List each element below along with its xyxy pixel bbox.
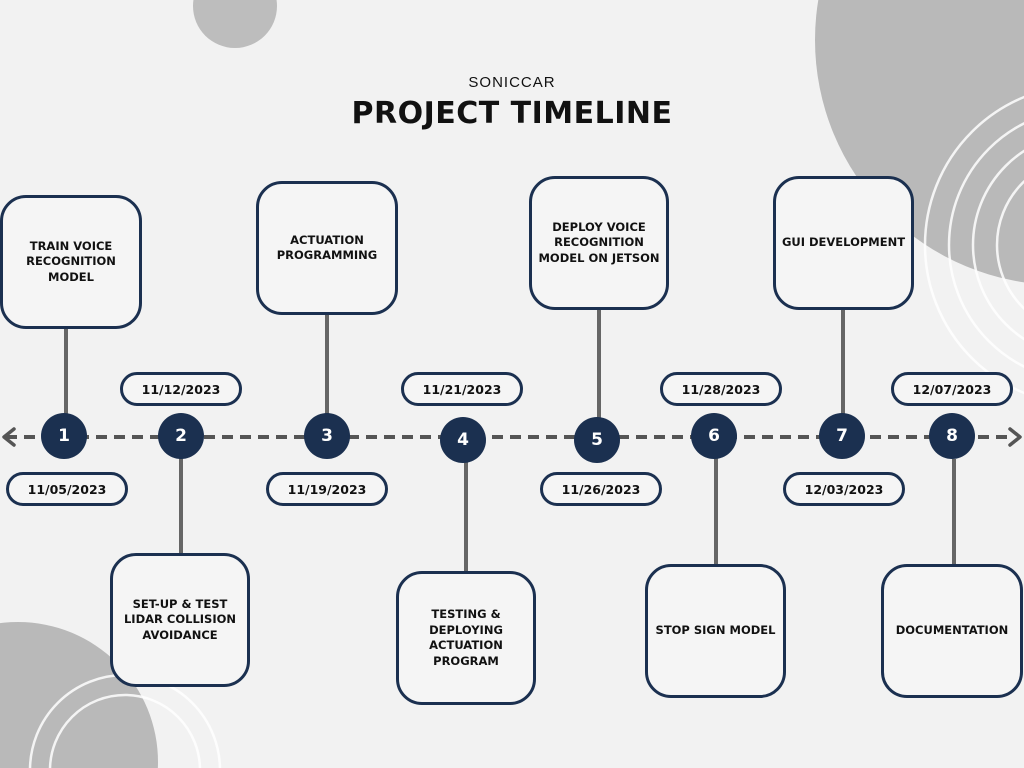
milestone-node-2: 2	[158, 413, 204, 459]
date-pill-5: 11/26/2023	[540, 472, 662, 506]
date-pill-6: 11/28/2023	[660, 372, 782, 406]
task-card-5: DEPLOY VOICE RECOGNITION MODEL ON JETSON	[529, 176, 669, 310]
date-pill-1: 11/05/2023	[6, 472, 128, 506]
date-pill-3: 11/19/2023	[266, 472, 388, 506]
connectors	[64, 310, 956, 572]
decor-circle-top	[193, 0, 277, 48]
timeline-axis	[2, 427, 1022, 447]
milestone-node-6: 6	[691, 413, 737, 459]
decor-rings-right	[923, 95, 1024, 395]
date-pill-4: 11/21/2023	[401, 372, 523, 406]
decor-circle-top-right	[815, 0, 1024, 283]
task-card-7: GUI DEVELOPMENT	[773, 176, 914, 310]
milestone-node-5: 5	[574, 417, 620, 463]
milestone-node-1: 1	[41, 413, 87, 459]
project-name: SONICCAR	[468, 74, 556, 91]
date-pill-7: 12/03/2023	[783, 472, 905, 506]
task-card-4: TESTING & DEPLOYING ACTUATION PROGRAM	[396, 571, 536, 705]
task-card-6: STOP SIGN MODEL	[645, 564, 786, 698]
page-title: PROJECT TIMELINE	[351, 96, 673, 131]
milestone-node-4: 4	[440, 417, 486, 463]
milestone-node-8: 8	[929, 413, 975, 459]
task-card-3: ACTUATION PROGRAMMING	[256, 181, 398, 315]
task-card-2: SET-UP & TEST LIDAR COLLISION AVOIDANCE	[110, 553, 250, 687]
date-pill-8: 12/07/2023	[891, 372, 1013, 406]
milestone-node-7: 7	[819, 413, 865, 459]
date-pill-2: 11/12/2023	[120, 372, 242, 406]
task-card-8: DOCUMENTATION	[881, 564, 1023, 698]
task-card-1: TRAIN VOICE RECOGNITION MODEL	[0, 195, 142, 329]
milestone-node-3: 3	[304, 413, 350, 459]
